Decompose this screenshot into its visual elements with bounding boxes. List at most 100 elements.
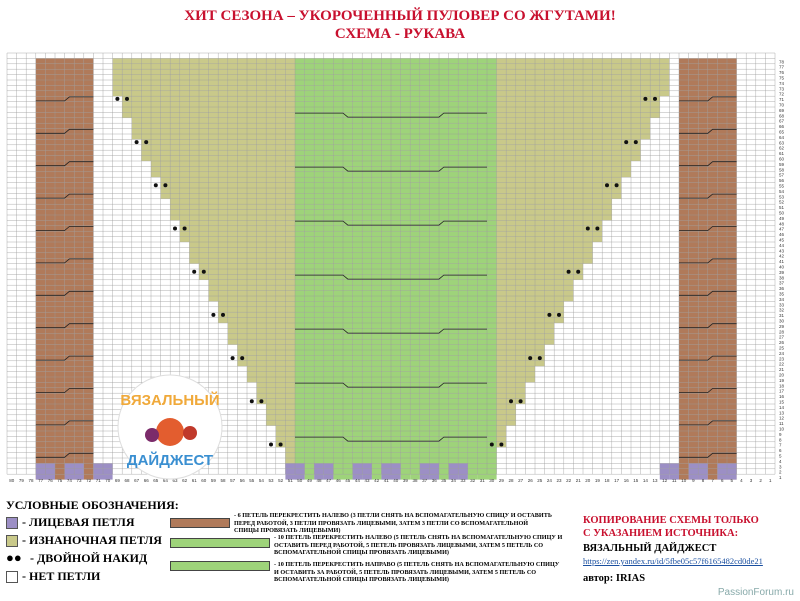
stitch-cell xyxy=(487,85,497,91)
stitch-cell xyxy=(35,328,46,334)
stitch-cell xyxy=(448,58,459,64)
stitch-cell xyxy=(304,387,315,394)
stitch-cell xyxy=(304,112,315,118)
stitch-cell xyxy=(304,436,315,442)
stitch-cell xyxy=(525,215,535,221)
stitch-cell xyxy=(525,323,535,329)
stitch-cell xyxy=(477,236,487,242)
stitch-cell xyxy=(439,420,449,426)
stitch-cell xyxy=(170,193,180,199)
stitch-cell xyxy=(554,193,564,199)
stitch-cell xyxy=(640,58,651,64)
stitch-cell xyxy=(429,215,439,221)
stitch-cell xyxy=(323,90,334,97)
stitch-cell xyxy=(535,317,545,323)
stitch-cell xyxy=(45,107,55,113)
stitch-cell xyxy=(592,193,603,199)
stitch-cell xyxy=(45,414,55,421)
stitch-cell xyxy=(208,166,219,172)
stitch-cell xyxy=(467,107,478,113)
stitch-cell xyxy=(285,393,295,399)
stitch-cell xyxy=(487,150,497,156)
stitch-cell xyxy=(314,317,324,323)
column-number: 2 xyxy=(759,478,762,483)
stitch-cell xyxy=(487,96,497,102)
stitch-cell xyxy=(179,198,190,205)
stitch-cell xyxy=(333,274,343,280)
stitch-cell xyxy=(170,123,180,129)
stitch-cell xyxy=(650,58,660,64)
stitch-cell xyxy=(295,312,305,318)
stitch-cell xyxy=(525,144,535,151)
stitch-cell xyxy=(314,74,324,80)
stitch-cell xyxy=(707,188,718,194)
stitch-cell xyxy=(525,117,535,124)
stitch-cell xyxy=(544,231,555,237)
stitch-cell xyxy=(477,290,487,296)
stitch-cell xyxy=(525,247,535,253)
stitch-cell xyxy=(285,360,295,367)
stitch-cell xyxy=(266,377,276,383)
stitch-cell xyxy=(371,377,382,383)
stitch-cell xyxy=(467,209,478,215)
stitch-cell xyxy=(237,301,247,307)
stitch-cell xyxy=(688,344,699,350)
stitch-cell xyxy=(458,269,468,275)
stitch-cell xyxy=(563,236,574,242)
stitch-cell xyxy=(554,144,564,151)
stitch-cell xyxy=(458,441,468,448)
stitch-cell xyxy=(314,355,324,361)
stitch-cell xyxy=(314,263,324,269)
stitch-cell xyxy=(496,328,507,334)
stitch-cell xyxy=(439,166,449,172)
stitch-cell xyxy=(448,198,459,205)
row-number: 7 xyxy=(779,443,782,448)
stitch-cell xyxy=(679,447,689,453)
stitch-cell xyxy=(275,117,286,124)
stitch-cell xyxy=(688,458,699,464)
stitch-cell xyxy=(679,274,689,280)
stitch-cell xyxy=(621,96,631,102)
stitch-cell xyxy=(487,371,497,377)
stitch-cell xyxy=(544,252,555,259)
stitch-cell xyxy=(506,166,516,172)
knit-cell xyxy=(64,463,75,469)
stitch-cell xyxy=(304,333,315,340)
stitch-cell xyxy=(400,452,411,458)
knit-cell xyxy=(419,474,430,480)
stitch-cell xyxy=(717,236,727,242)
source-link[interactable]: https://zen.yandex.ru/id/5fbe05c57f61654… xyxy=(583,556,763,566)
stitch-cell xyxy=(727,339,737,345)
stitch-cell xyxy=(323,274,334,280)
double-yarnover-icon xyxy=(240,356,245,361)
stitch-cell xyxy=(477,333,487,340)
stitch-cell xyxy=(679,328,689,334)
stitch-cell xyxy=(323,409,334,415)
stitch-cell xyxy=(74,377,84,383)
stitch-cell xyxy=(45,285,55,291)
stitch-cell xyxy=(55,409,65,415)
stitch-cell xyxy=(535,193,545,199)
stitch-cell xyxy=(83,447,94,453)
stitch-cell xyxy=(237,209,247,215)
stitch-cell xyxy=(515,193,526,199)
stitch-cell xyxy=(352,285,363,291)
stitch-cell xyxy=(314,409,324,415)
stitch-cell xyxy=(295,382,305,388)
stitch-cell xyxy=(362,317,372,323)
knit-cell xyxy=(362,474,372,480)
stitch-cell xyxy=(323,458,334,464)
stitch-cell xyxy=(544,258,555,264)
stitch-cell xyxy=(323,279,334,286)
stitch-cell xyxy=(583,161,593,167)
stitch-cell xyxy=(727,452,737,458)
stitch-cell xyxy=(256,290,267,296)
stitch-cell xyxy=(314,290,324,296)
stitch-cell xyxy=(515,204,526,210)
stitch-cell xyxy=(717,414,727,421)
stitch-cell xyxy=(525,166,535,172)
stitch-cell xyxy=(45,58,55,64)
stitch-cell xyxy=(381,398,391,404)
stitch-cell xyxy=(189,204,199,210)
stitch-cell xyxy=(707,198,718,205)
